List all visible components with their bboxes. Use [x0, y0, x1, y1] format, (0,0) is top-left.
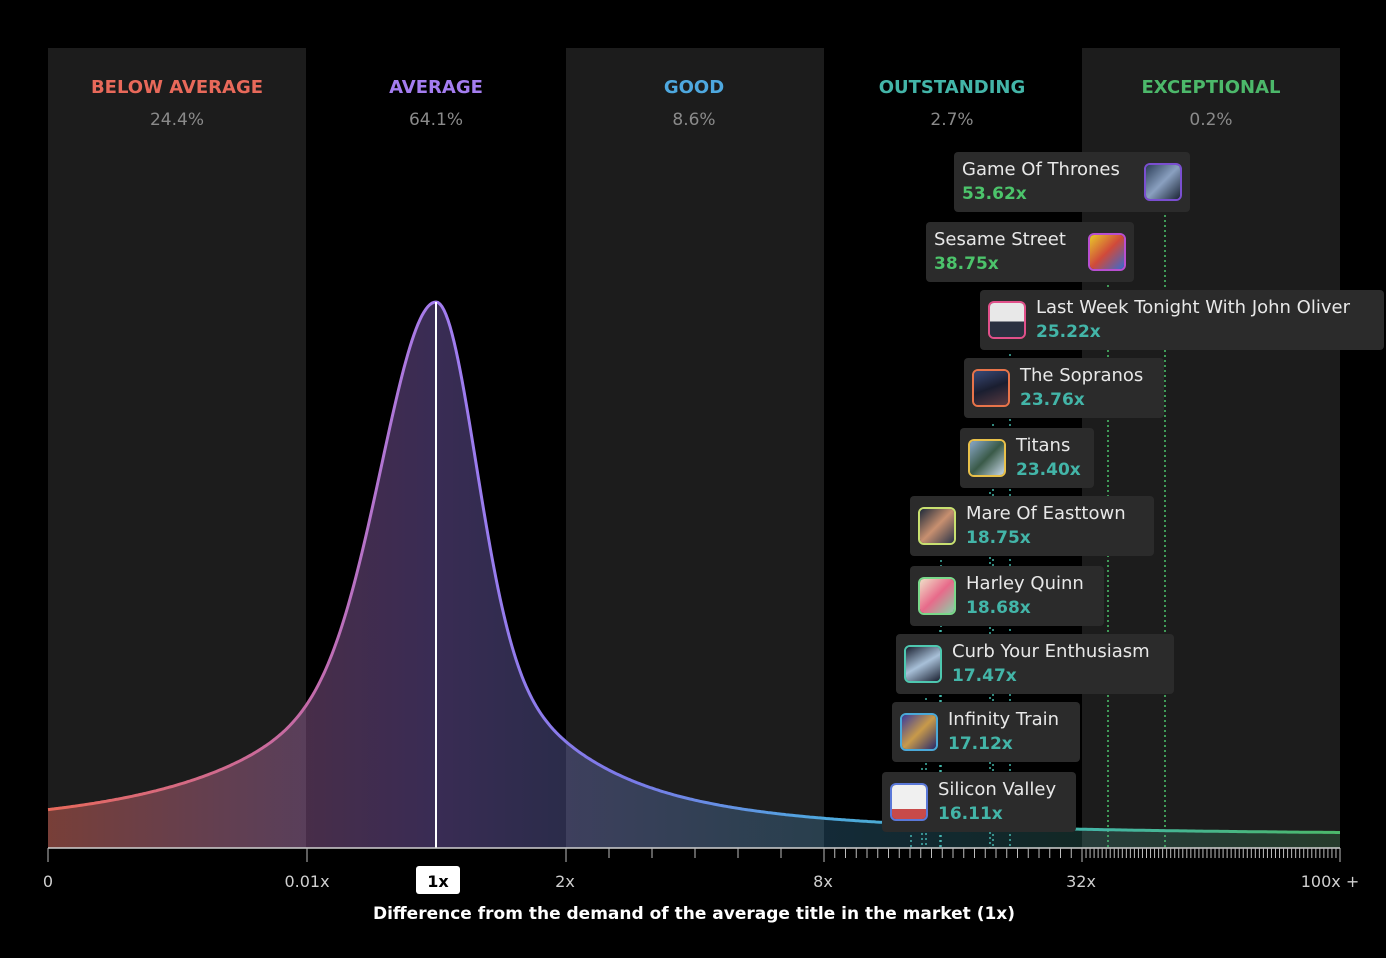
title-name: Silicon Valley: [938, 779, 1057, 800]
tick-label-100x-plus: 100x +: [1301, 872, 1360, 891]
band-title-good: GOOD: [664, 77, 724, 98]
title-value: 23.40x: [1016, 460, 1081, 480]
title-card-titans[interactable]: Titans 23.40x: [960, 428, 1094, 488]
title-name: Sesame Street: [934, 229, 1066, 250]
title-card-last-week-tonight[interactable]: Last Week Tonight With John Oliver 25.22…: [980, 290, 1384, 350]
tick-label-32x: 32x: [1066, 872, 1096, 891]
title-card-the-sopranos[interactable]: The Sopranos 23.76x: [964, 358, 1164, 418]
title-card-harley-quinn[interactable]: Harley Quinn 18.68x: [910, 566, 1104, 626]
band-share-exceptional: 0.2%: [1189, 110, 1232, 130]
thumbnail-sesame-street: [1088, 233, 1126, 271]
x-axis-tick-labels: 0 0.01x 1x 2x 8x 32x 100x +: [43, 866, 1359, 894]
title-card-mare-of-easttown[interactable]: Mare Of Easttown 18.75x: [910, 496, 1154, 556]
title-name: Curb Your Enthusiasm: [952, 641, 1150, 662]
title-value: 16.11x: [938, 804, 1003, 824]
thumbnail-the-sopranos: [972, 369, 1010, 407]
tick-label-0: 0: [43, 872, 53, 891]
title-value: 38.75x: [934, 254, 999, 274]
thumbnail-curb-your-enthusiasm: [904, 645, 942, 683]
tick-label-0-01x: 0.01x: [284, 872, 329, 891]
title-card-silicon-valley[interactable]: Silicon Valley 16.11x: [882, 772, 1076, 832]
band-title-average: AVERAGE: [389, 77, 483, 98]
x-axis-title: Difference from the demand of the averag…: [373, 904, 1015, 924]
title-name: Last Week Tonight With John Oliver: [1036, 297, 1350, 318]
title-name: Titans: [1016, 435, 1071, 456]
distribution-curve: [47, 300, 1340, 834]
title-value: 17.12x: [948, 734, 1013, 754]
band-share-below-average: 24.4%: [150, 110, 204, 130]
title-value: 17.47x: [952, 666, 1017, 686]
distribution-area: [48, 302, 1340, 848]
title-name: The Sopranos: [1020, 365, 1144, 386]
title-card-sesame-street[interactable]: Sesame Street 38.75x: [926, 222, 1134, 282]
thumbnail-harley-quinn: [918, 577, 956, 615]
thumbnail-titans: [968, 439, 1006, 477]
tick-label-8x: 8x: [813, 872, 833, 891]
thumbnail-last-week-tonight: [988, 301, 1026, 339]
tick-label-2x: 2x: [555, 872, 575, 891]
title-value: 18.68x: [966, 598, 1031, 618]
title-value: 53.62x: [962, 184, 1027, 204]
title-card-game-of-thrones[interactable]: Game Of Thrones 53.62x: [954, 152, 1190, 212]
band-share-good: 8.6%: [672, 110, 715, 130]
title-name: Harley Quinn: [966, 573, 1084, 594]
title-value: 23.76x: [1020, 390, 1085, 410]
x-axis-minor-ticks: [47, 848, 1341, 862]
highlight-1x-badge: [416, 866, 460, 894]
band-bg-below-average: [48, 48, 306, 848]
title-name: Mare Of Easttown: [966, 503, 1126, 524]
title-name: Game Of Thrones: [962, 159, 1120, 180]
band-share-average: 64.1%: [409, 110, 463, 130]
band-title-outstanding: OUTSTANDING: [879, 77, 1026, 98]
thumbnail-mare-of-easttown: [918, 507, 956, 545]
title-value: 18.75x: [966, 528, 1031, 548]
thumbnail-game-of-thrones: [1144, 163, 1182, 201]
tick-label-1x: 1x: [427, 872, 449, 891]
title-card-infinity-train[interactable]: Infinity Train 17.12x: [892, 702, 1080, 762]
band-share-outstanding: 2.7%: [930, 110, 973, 130]
band-bg-good: [566, 48, 824, 848]
band-title-exceptional: EXCEPTIONAL: [1142, 77, 1281, 98]
title-name: Infinity Train: [948, 709, 1060, 730]
title-card-curb-your-enthusiasm[interactable]: Curb Your Enthusiasm 17.47x: [896, 634, 1174, 694]
thumbnail-infinity-train: [900, 713, 938, 751]
thumbnail-silicon-valley: [890, 783, 928, 821]
title-value: 25.22x: [1036, 322, 1101, 342]
band-title-below-average: BELOW AVERAGE: [91, 77, 263, 98]
